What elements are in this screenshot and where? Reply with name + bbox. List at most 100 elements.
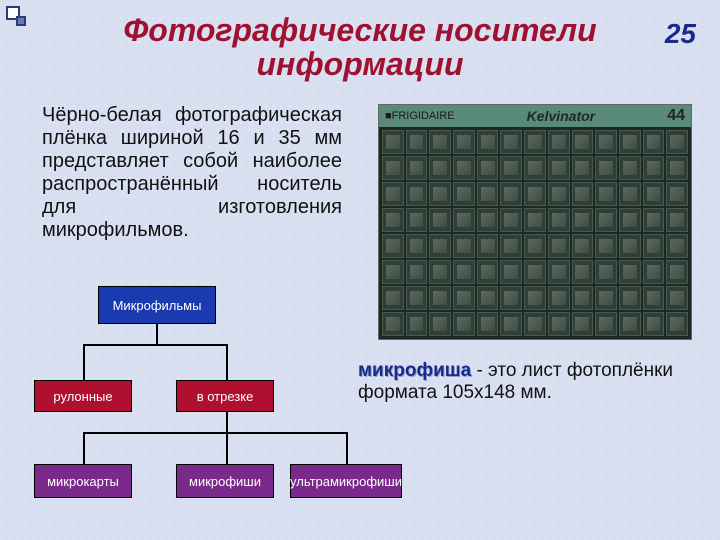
microfiche-cell <box>619 234 641 258</box>
connector-line <box>83 432 346 434</box>
microfiche-cell <box>406 234 428 258</box>
hierarchy-diagram: Микрофильмырулонныев отрезкемикрокартыми… <box>28 286 388 526</box>
microfiche-cell <box>548 286 570 310</box>
microfiche-cell <box>453 234 475 258</box>
title-line-1: Фотографические носители <box>123 12 596 48</box>
microfiche-cell <box>619 260 641 284</box>
microfiche-cell <box>643 130 665 154</box>
microfiche-cell <box>619 208 641 232</box>
microfiche-cell <box>406 182 428 206</box>
microfiche-cell <box>643 156 665 180</box>
tree-node-mcard: микрокарты <box>34 464 132 498</box>
microfiche-cell <box>429 208 451 232</box>
microfiche-cell <box>500 260 522 284</box>
microfiche-illustration: ■FRIGIDAIRE Kelvinator 44 <box>378 104 692 340</box>
microfiche-cell <box>429 286 451 310</box>
tree-node-roll: рулонные <box>34 380 132 412</box>
microfiche-cell <box>572 208 594 232</box>
microfiche-cell <box>595 286 617 310</box>
microfiche-cell <box>429 312 451 336</box>
microfiche-cell <box>406 130 428 154</box>
microfiche-cell <box>666 156 688 180</box>
microfiche-cell <box>524 312 546 336</box>
microfiche-cell <box>477 312 499 336</box>
microfiche-cell <box>477 182 499 206</box>
microfiche-cell <box>619 130 641 154</box>
microfiche-cell <box>595 156 617 180</box>
microfiche-cell <box>500 208 522 232</box>
microfiche-cell <box>572 286 594 310</box>
slide-title: Фотографические носители информации <box>0 14 720 81</box>
microfiche-cell <box>666 260 688 284</box>
microfiche-cell <box>500 182 522 206</box>
microfiche-cell <box>619 312 641 336</box>
microfiche-cell <box>382 234 404 258</box>
microfiche-cell <box>429 130 451 154</box>
microfiche-cell <box>643 286 665 310</box>
microfiche-cell <box>666 182 688 206</box>
microfiche-cell <box>595 208 617 232</box>
microfiche-cell <box>572 156 594 180</box>
microfiche-cell <box>500 286 522 310</box>
microfiche-cell <box>643 260 665 284</box>
microfiche-cell <box>666 286 688 310</box>
title-line-2: информации <box>256 46 463 82</box>
microfiche-cell <box>643 234 665 258</box>
microfiche-cell <box>643 182 665 206</box>
microfiche-cell <box>548 156 570 180</box>
microfiche-cell <box>524 286 546 310</box>
microfiche-cell <box>524 234 546 258</box>
connector-line <box>346 432 348 464</box>
microfiche-cell <box>406 286 428 310</box>
microfiche-cell <box>453 208 475 232</box>
mf-header-left: ■FRIGIDAIRE <box>385 110 455 122</box>
microfiche-cell <box>382 156 404 180</box>
microfiche-cell <box>429 156 451 180</box>
description-paragraph: микрофиша - это лист фотоплёнки формата … <box>358 360 708 404</box>
microfiche-cell <box>524 260 546 284</box>
microfiche-cell <box>524 208 546 232</box>
microfiche-cell <box>524 182 546 206</box>
microfiche-cell <box>477 260 499 284</box>
connector-line <box>156 324 158 344</box>
microfiche-cell <box>453 260 475 284</box>
microfiche-cell <box>406 312 428 336</box>
microfiche-cell <box>477 234 499 258</box>
microfiche-cell <box>382 208 404 232</box>
microfiche-cell <box>595 312 617 336</box>
microfiche-cell <box>406 156 428 180</box>
microfiche-cell <box>619 156 641 180</box>
microfiche-cell <box>429 182 451 206</box>
microfiche-cell <box>548 182 570 206</box>
microfiche-cell <box>666 208 688 232</box>
microfiche-cell <box>382 260 404 284</box>
microfiche-cell <box>643 312 665 336</box>
microfiche-cell <box>619 182 641 206</box>
microfiche-cell <box>406 260 428 284</box>
microfiche-cell <box>619 286 641 310</box>
microfiche-cell <box>666 130 688 154</box>
microfiche-cell <box>548 234 570 258</box>
microfiche-cell <box>643 208 665 232</box>
microfiche-cell <box>500 130 522 154</box>
microfiche-cell <box>382 130 404 154</box>
microfiche-cell <box>595 260 617 284</box>
connector-line <box>83 344 228 346</box>
tree-node-ultra: ультрамикрофиши <box>290 464 402 498</box>
microfiche-cell <box>548 208 570 232</box>
microfiche-cell <box>572 234 594 258</box>
microfiche-cell <box>572 182 594 206</box>
microfiche-cell <box>382 182 404 206</box>
microfiche-cell <box>453 312 475 336</box>
microfiche-cell <box>500 312 522 336</box>
microfiche-cell <box>548 260 570 284</box>
microfiche-cell <box>477 286 499 310</box>
microfiche-cell <box>595 130 617 154</box>
microfiche-cell <box>477 130 499 154</box>
connector-line <box>226 432 228 464</box>
microfiche-cell <box>666 312 688 336</box>
microfiche-grid <box>379 127 691 339</box>
microfiche-header: ■FRIGIDAIRE Kelvinator 44 <box>379 105 691 127</box>
microfiche-cell <box>572 260 594 284</box>
mf-header-brand: Kelvinator <box>527 108 595 124</box>
